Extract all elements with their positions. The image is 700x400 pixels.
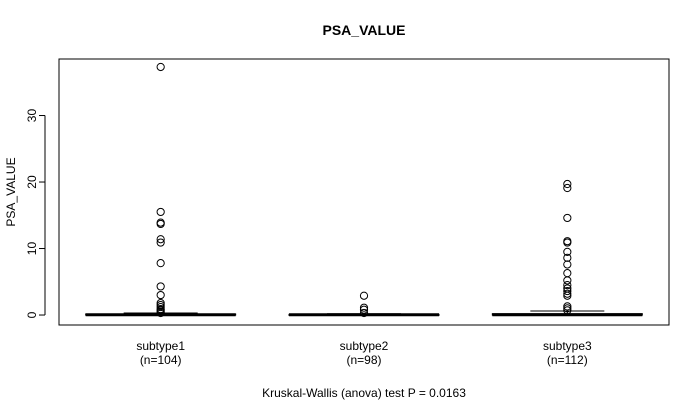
outlier-point [156, 238, 165, 247]
plot-frame [58, 58, 670, 326]
outlier-point [563, 253, 572, 262]
x-sample-size-label: (n=112) [547, 353, 588, 367]
box-group-subtype1: subtype1(n=104) [85, 62, 237, 367]
outlier-point [563, 179, 572, 189]
outlier-point [563, 304, 572, 313]
outlier-point [359, 303, 369, 312]
chart-title: PSA_VALUE [323, 22, 406, 38]
x-sample-size-label: (n=104) [140, 353, 182, 367]
outlier-point [563, 281, 572, 290]
outlier-point [563, 289, 572, 298]
outlier-point [359, 291, 369, 300]
outlier-point [563, 291, 572, 300]
outlier-point [563, 183, 572, 193]
outlier-point [563, 269, 572, 278]
box-group-subtype2: subtype2(n=98) [288, 291, 440, 367]
x-category-label: subtype2 [340, 339, 389, 353]
outlier-point [156, 62, 165, 72]
outlier-point [563, 213, 572, 223]
y-axis-label: PSA_VALUE [4, 157, 18, 226]
outlier-point [359, 305, 369, 314]
outlier-point [156, 235, 165, 244]
x-category-label: subtype3 [543, 339, 592, 353]
outlier-point [156, 302, 165, 312]
outlier-point [563, 238, 572, 247]
outlier-point [156, 300, 165, 310]
outlier-point [563, 260, 572, 269]
outlier-point [156, 219, 165, 229]
outlier-point [359, 308, 369, 318]
outlier-point [156, 308, 165, 318]
x-category-label: subtype1 [136, 339, 185, 353]
box-groups: subtype1(n=104)subtype2(n=98)subtype3(n=… [85, 62, 643, 367]
outlier-point [563, 306, 572, 315]
outlier-point [563, 247, 572, 256]
x-sample-size-label: (n=98) [346, 353, 381, 367]
box-group-subtype3: subtype3(n=112) [491, 179, 643, 367]
y-tick-label: 10 [25, 242, 39, 256]
kruskal-wallis-footnote: Kruskal-Wallis (anova) test P = 0.0163 [262, 386, 466, 400]
outlier-point [156, 282, 165, 291]
outlier-point [563, 286, 572, 296]
outlier-point [563, 302, 572, 311]
outlier-point [156, 290, 165, 300]
outlier-point [156, 207, 165, 217]
y-tick-label: 0 [25, 311, 39, 318]
y-axis: 0 10 20 30 [25, 109, 46, 318]
y-tick-label: 30 [25, 109, 39, 123]
outlier-point [156, 259, 165, 268]
outlier-point [563, 276, 572, 285]
y-tick-label: 20 [25, 175, 39, 189]
